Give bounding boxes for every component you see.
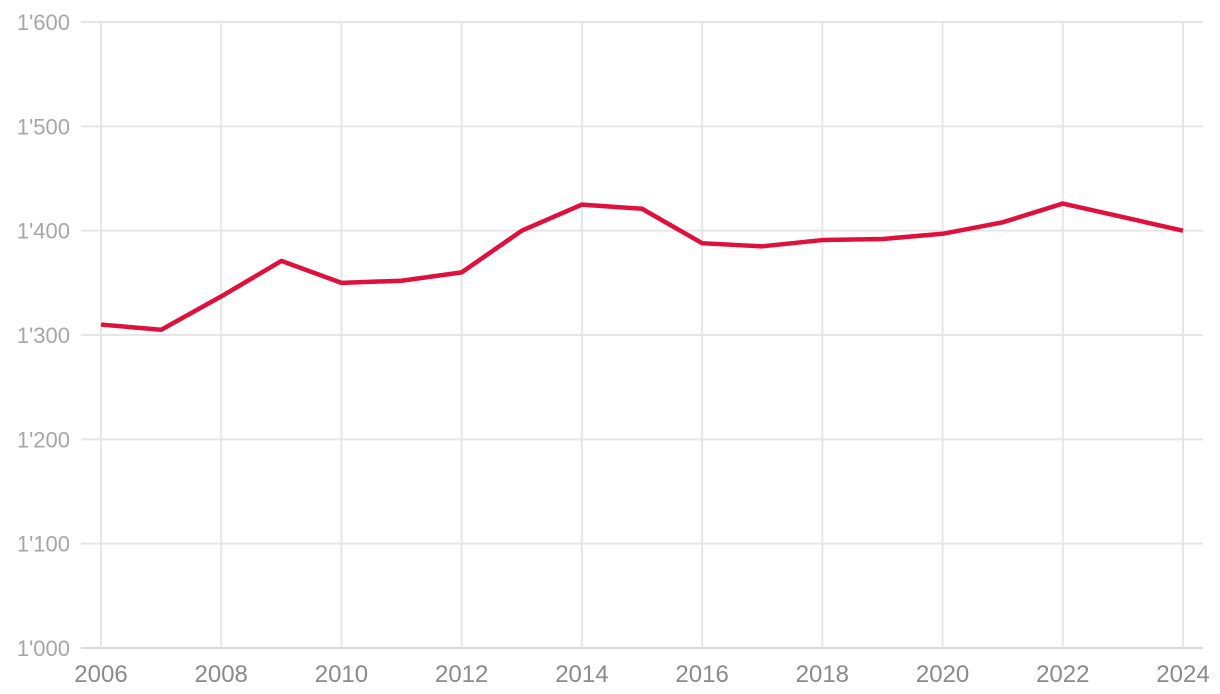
y-tick-label: 1'600 — [17, 10, 70, 35]
x-tick-label: 2024 — [1156, 661, 1209, 688]
x-tick-label: 2020 — [916, 661, 969, 688]
data-line — [100, 201, 1184, 333]
y-tick-label: 1'500 — [17, 114, 70, 139]
y-tick-label: 1'400 — [17, 219, 70, 244]
x-tick-label: 2006 — [74, 661, 127, 688]
x-tick-label: 2014 — [555, 661, 608, 688]
x-tick-label: 2018 — [796, 661, 849, 688]
x-tick-label: 2010 — [315, 661, 368, 688]
y-tick-label: 1'200 — [17, 427, 70, 452]
y-tick-label: 1'100 — [17, 532, 70, 557]
y-tick-label: 1'000 — [17, 636, 70, 661]
x-tick-label: 2016 — [675, 661, 728, 688]
x-tick-label: 2022 — [1036, 661, 1089, 688]
x-tick-label: 2008 — [195, 661, 248, 688]
x-tick-label: 2012 — [435, 661, 488, 688]
y-tick-label: 1'300 — [17, 323, 70, 348]
